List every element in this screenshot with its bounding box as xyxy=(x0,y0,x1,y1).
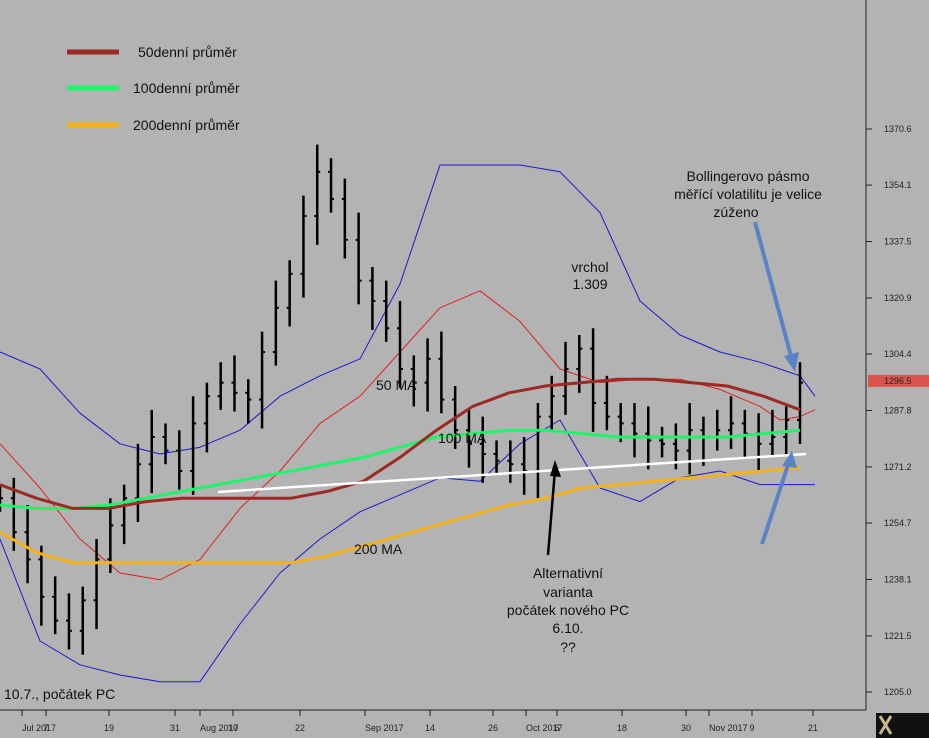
ma100-line xyxy=(0,428,801,510)
x-tick-label: Aug 2017 xyxy=(200,723,239,733)
x-axis-panel xyxy=(0,711,866,738)
last-price-tag xyxy=(868,374,929,387)
x-tick-label: Sep 2017 xyxy=(365,723,404,733)
legend-label-ma50: 50denní průměr xyxy=(138,44,237,60)
x-tick-label: 19 xyxy=(104,723,114,733)
band-arrow-top-head xyxy=(784,352,799,372)
alt-start-arrow xyxy=(546,469,557,556)
label-alt-3: počátek nového PC xyxy=(507,602,629,618)
moving-averages xyxy=(0,377,801,565)
ma50-line xyxy=(0,377,801,510)
label-alt-5: ?? xyxy=(560,639,576,655)
label-bollinger-1: Bollingerovo pásmo xyxy=(687,168,810,184)
annotations: 50 MA 100 MA 200 MA vrchol 1.309 Bolling… xyxy=(4,168,822,702)
bollinger-mid-line xyxy=(0,290,816,581)
alt-start-arrowhead xyxy=(550,460,561,477)
support-trendline xyxy=(217,452,807,494)
y-tick-label: 1354.1 xyxy=(884,180,912,190)
y-tick-label: 1205.0 xyxy=(884,687,912,697)
overlays xyxy=(217,221,807,556)
x-tick-label: Nov 2017 xyxy=(709,723,748,733)
label-bollinger-2: měřící volatilitu je velice xyxy=(674,186,822,202)
x-tick-label: 18 xyxy=(617,723,627,733)
legend-label-ma100: 100denní průměr xyxy=(133,80,240,96)
x-tick-label: 22 xyxy=(295,723,305,733)
label-peak-value: 1.309 xyxy=(572,276,607,292)
band-arrow-bottom-head xyxy=(782,451,797,468)
label-ma200: 200 MA xyxy=(354,541,403,557)
last-price-label: 1296.5 xyxy=(884,376,912,386)
label-ma50: 50 MA xyxy=(376,377,417,393)
y-tick-label: 1304.4 xyxy=(884,349,912,359)
label-alt-4: 6.10. xyxy=(552,620,583,636)
y-tick-label: 1337.5 xyxy=(884,237,912,247)
x-tick-label: 9 xyxy=(749,723,754,733)
y-axis-panel xyxy=(866,0,929,738)
y-tick-label: 1238.1 xyxy=(884,574,912,584)
label-start: 10.7., počátek PC xyxy=(4,686,115,702)
x-tick-label: 6 xyxy=(554,723,559,733)
x-tick-label: 10 xyxy=(228,723,238,733)
x-tick-label: 26 xyxy=(488,723,498,733)
ma200-line xyxy=(0,466,801,565)
legend: 50denní průměr 100denní průměr 200denní … xyxy=(67,44,240,133)
y-tick-label: 1221.5 xyxy=(884,631,912,641)
x-tick-label: 31 xyxy=(170,723,180,733)
x-tick-label: Jul 2017 xyxy=(22,723,56,733)
x-tick-label: 14 xyxy=(425,723,435,733)
y-tick-label: 1271.2 xyxy=(884,462,912,472)
y-axis: 1370.6 1354.1 1337.5 1320.9 1304.4 1287.8 1271… xyxy=(866,124,929,697)
y-tick-label: 1320.9 xyxy=(884,293,912,303)
label-alt-1: Alternativní xyxy=(533,565,603,581)
x-tick-label: 30 xyxy=(681,723,691,733)
legend-label-ma200: 200denní průměr xyxy=(133,117,240,133)
y-tick-label: 1287.8 xyxy=(884,406,912,416)
x-tick-label: Oct 2017 xyxy=(526,723,563,733)
y-tick-label: 1370.6 xyxy=(884,124,912,134)
label-peak-title: vrchol xyxy=(571,259,608,275)
tnt-logo xyxy=(876,713,929,738)
x-tick-label: 21 xyxy=(808,723,818,733)
x-tick-label: 7 xyxy=(43,723,48,733)
bollinger-upper-line xyxy=(0,164,816,455)
plot-area xyxy=(0,0,866,710)
label-ma100: 100 MA xyxy=(438,430,487,446)
band-arrow-top xyxy=(753,221,794,361)
y-tick-label: 1254.7 xyxy=(884,518,912,528)
label-bollinger-3: zúženo xyxy=(713,204,758,220)
label-alt-2: varianta xyxy=(543,584,593,600)
band-arrow-bottom xyxy=(760,461,791,545)
